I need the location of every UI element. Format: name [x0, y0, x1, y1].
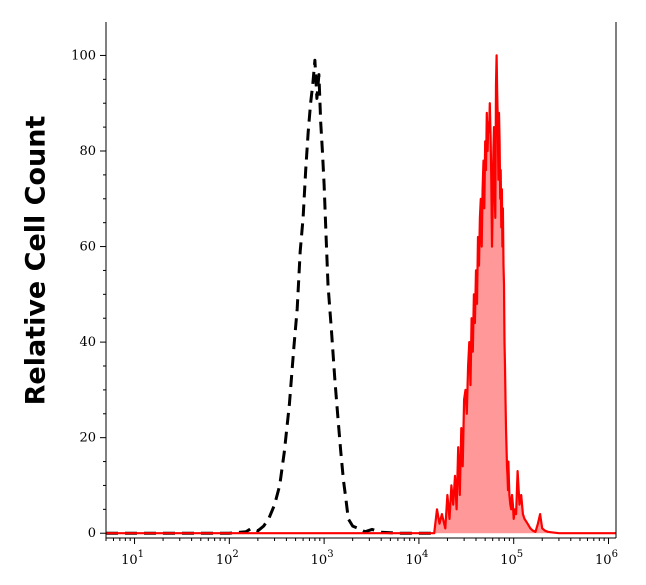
- y-tick-label-5: 100: [71, 48, 96, 63]
- y-tick-label-3: 60: [79, 240, 96, 255]
- x-tick-label-5: 106: [595, 549, 618, 568]
- axes-layer: 0 20 40 60 80 100 101 102 103 104 105 106: [71, 22, 618, 568]
- y-tick-label-4: 80: [79, 144, 96, 159]
- series-layer: [106, 54, 616, 535]
- series-line-1: [106, 54, 616, 535]
- x-tick-label-4: 105: [500, 549, 523, 568]
- y-tick-label-1: 20: [79, 431, 96, 446]
- series-line-0: [106, 58, 436, 535]
- x-tick-label-0: 101: [121, 549, 144, 568]
- series-fill-1: [106, 55, 616, 534]
- x-tick-label-3: 104: [405, 549, 428, 568]
- y-tick-label-0: 0: [88, 526, 96, 541]
- x-tick-label-1: 102: [216, 549, 239, 568]
- x-tick-label-2: 103: [311, 549, 334, 568]
- y-tick-label-2: 40: [79, 335, 96, 350]
